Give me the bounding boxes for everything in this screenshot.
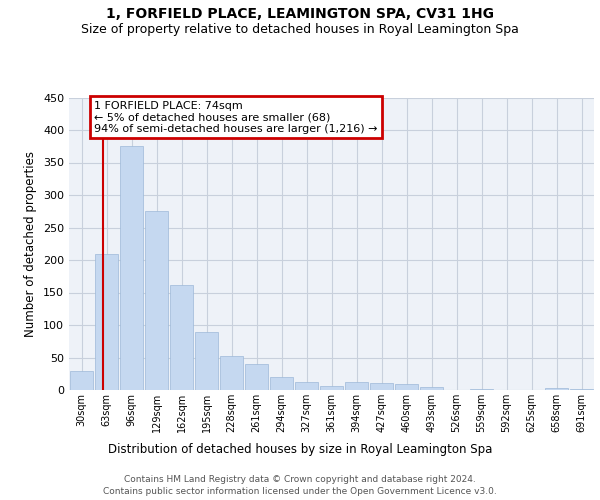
Text: 1, FORFIELD PLACE, LEAMINGTON SPA, CV31 1HG: 1, FORFIELD PLACE, LEAMINGTON SPA, CV31 … [106,8,494,22]
Bar [70,370,94,390]
Bar [320,386,343,390]
Bar [170,284,193,390]
Bar [245,364,268,390]
Bar [145,211,169,390]
Text: Distribution of detached houses by size in Royal Leamington Spa: Distribution of detached houses by size … [108,442,492,456]
Text: 1 FORFIELD PLACE: 74sqm
← 5% of detached houses are smaller (68)
94% of semi-det: 1 FORFIELD PLACE: 74sqm ← 5% of detached… [94,101,377,134]
Bar [119,146,143,390]
Bar [295,382,319,390]
Text: Contains HM Land Registry data © Crown copyright and database right 2024.: Contains HM Land Registry data © Crown c… [124,475,476,484]
Bar [194,332,218,390]
Bar [569,388,593,390]
Bar [545,388,568,390]
Bar [419,388,443,390]
Bar [395,384,418,390]
Bar [344,382,368,390]
Bar [370,383,394,390]
Bar [269,377,293,390]
Bar [95,254,118,390]
Text: Contains public sector information licensed under the Open Government Licence v3: Contains public sector information licen… [103,488,497,496]
Text: Size of property relative to detached houses in Royal Leamington Spa: Size of property relative to detached ho… [81,22,519,36]
Bar [220,356,244,390]
Y-axis label: Number of detached properties: Number of detached properties [25,151,37,337]
